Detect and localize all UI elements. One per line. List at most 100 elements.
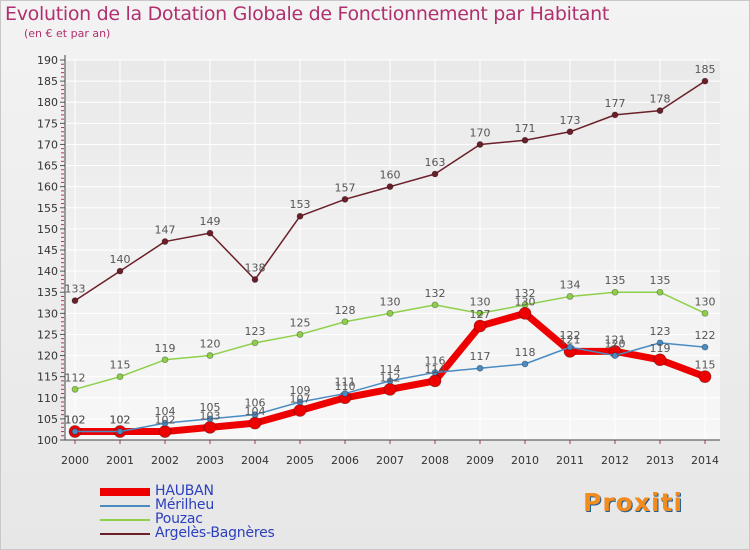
data-label: 123 [245, 325, 266, 338]
x-tick-label: 2002 [151, 454, 179, 467]
data-label: 105 [200, 401, 221, 414]
legend-label: Mérilheu [155, 497, 214, 513]
data-point [386, 309, 394, 317]
data-label: 122 [560, 329, 581, 342]
data-label: 104 [245, 405, 266, 418]
y-tick-label: 185 [37, 75, 58, 88]
y-tick-label: 105 [37, 413, 58, 426]
data-point [428, 374, 442, 388]
chart-title: Evolution de la Dotation Globale de Fonc… [5, 3, 610, 25]
data-point [566, 293, 574, 300]
x-tick-label: 2010 [511, 454, 539, 467]
data-point [206, 352, 214, 359]
data-label: 149 [200, 215, 221, 228]
chart-subtitle: (en € et par an) [24, 27, 111, 40]
data-point [251, 411, 259, 419]
data-label: 117 [470, 350, 491, 363]
data-label: 116 [425, 354, 446, 367]
data-label: 120 [605, 338, 626, 351]
data-point [296, 212, 304, 220]
data-point [296, 331, 304, 338]
data-label: 102 [155, 414, 176, 427]
x-tick-label: 2008 [421, 454, 449, 467]
data-label: 122 [695, 329, 716, 342]
data-point [116, 373, 124, 381]
data-point [386, 183, 394, 191]
data-label: 138 [245, 262, 266, 275]
data-point [701, 343, 709, 351]
data-point [656, 339, 664, 347]
y-tick-label: 115 [37, 371, 58, 384]
y-tick-label: 145 [37, 244, 58, 257]
legend-swatch [100, 505, 150, 507]
data-label: 135 [650, 274, 671, 287]
data-point [71, 428, 79, 435]
data-point [611, 288, 619, 296]
y-tick-label: 140 [37, 265, 58, 278]
data-label: 104 [155, 405, 176, 418]
y-tick-label: 155 [37, 202, 58, 215]
y-tick-label: 135 [37, 286, 58, 299]
y-tick-label: 180 [37, 96, 58, 109]
data-point [161, 419, 169, 427]
data-point [161, 238, 169, 245]
data-label: 123 [650, 325, 671, 338]
data-label: 130 [515, 295, 536, 308]
data-label: 147 [155, 224, 176, 237]
data-point [293, 404, 307, 417]
legend-item: HAUBAN [100, 483, 320, 499]
data-label: 185 [695, 63, 716, 76]
legend-item: Argelès-Bagnères [100, 525, 320, 541]
data-label: 102 [110, 414, 131, 427]
data-label: 121 [605, 333, 626, 346]
data-label: 130 [380, 295, 401, 308]
data-label: 111 [335, 376, 356, 389]
legend-label: Pouzac [155, 511, 203, 527]
data-label: 107 [290, 392, 311, 405]
legend-label: HAUBAN [155, 483, 214, 499]
data-point [476, 141, 484, 148]
data-point [203, 420, 217, 434]
data-label: 115 [695, 359, 716, 372]
y-tick-label: 130 [37, 307, 58, 320]
y-tick-label: 150 [37, 223, 58, 236]
legend-item: Pouzac [100, 511, 320, 527]
data-point [341, 195, 349, 203]
y-tick-label: 190 [37, 54, 58, 67]
data-label: 102 [65, 414, 86, 427]
data-label: 114 [380, 363, 401, 376]
data-point [653, 353, 667, 367]
data-label: 103 [200, 409, 221, 422]
data-point [611, 352, 619, 359]
data-label: 112 [65, 371, 86, 384]
data-label: 121 [560, 333, 581, 346]
data-label: 110 [335, 380, 356, 393]
x-tick-label: 2012 [601, 454, 629, 467]
data-point [566, 343, 574, 351]
data-label: 102 [65, 414, 86, 427]
x-tick-label: 2013 [646, 454, 674, 467]
y-tick-label: 100 [37, 434, 58, 447]
data-point [701, 77, 709, 85]
data-point [431, 369, 439, 376]
x-tick-label: 2009 [466, 454, 494, 467]
data-label: 132 [515, 287, 536, 300]
data-point [341, 390, 349, 397]
x-tick-label: 2005 [286, 454, 314, 467]
legend-swatch [100, 488, 150, 496]
data-label: 106 [245, 397, 266, 410]
data-point [476, 364, 484, 372]
data-point [158, 425, 172, 438]
data-point [206, 229, 214, 237]
data-point [611, 111, 619, 119]
data-point [161, 356, 169, 364]
data-point [116, 428, 124, 435]
data-point [701, 309, 709, 317]
data-point [518, 306, 532, 320]
data-point [251, 339, 259, 347]
y-tick-label: 110 [37, 392, 58, 405]
legend-swatch [100, 533, 150, 535]
data-label: 173 [560, 114, 581, 127]
data-label: 125 [290, 316, 311, 329]
data-label: 118 [515, 346, 536, 359]
